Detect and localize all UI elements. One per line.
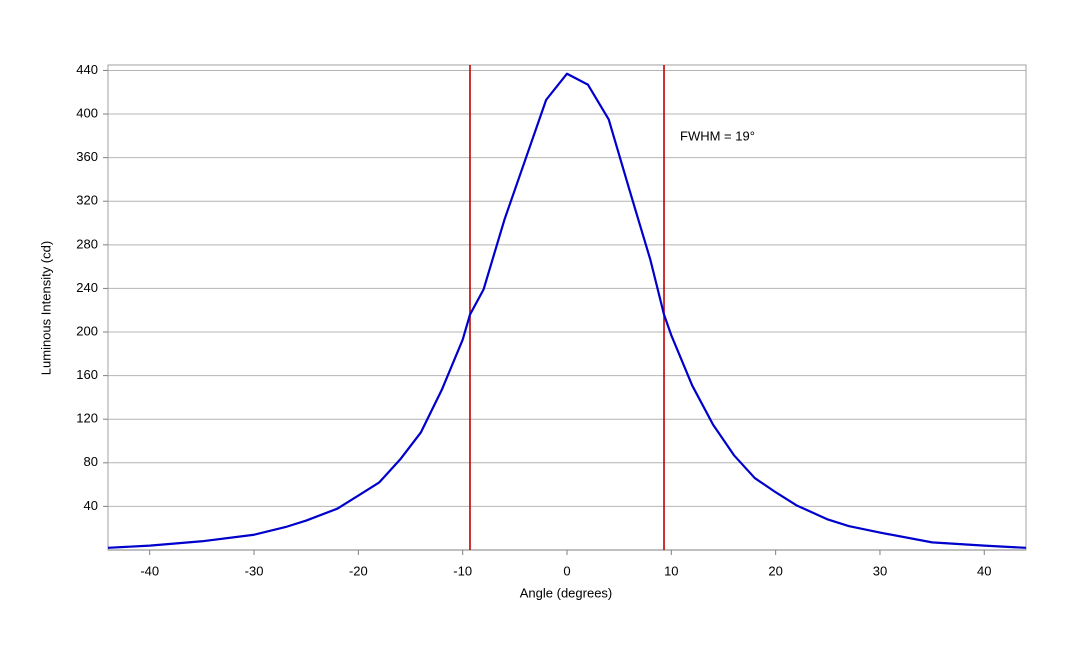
y-tick-label: 440 (76, 62, 98, 77)
x-tick-label: -10 (453, 563, 472, 578)
y-tick-label: 240 (76, 280, 98, 295)
x-axis-label: Angle (degrees) (520, 585, 613, 600)
x-tick-label: 20 (768, 563, 782, 578)
y-axis-label: Luminous Intensity (cd) (38, 241, 53, 375)
y-tick-label: 80 (84, 454, 98, 469)
plot-area (107, 64, 1027, 551)
y-tick-label: 120 (76, 411, 98, 426)
y-tick-label: 280 (76, 236, 98, 251)
y-tick-label: 200 (76, 323, 98, 338)
y-tick-label: 160 (76, 367, 98, 382)
x-tick-label: 40 (977, 563, 991, 578)
x-tick-label: 10 (664, 563, 678, 578)
data-line (107, 72, 1027, 549)
y-tick-label: 400 (76, 105, 98, 120)
x-tick-label: 30 (873, 563, 887, 578)
annotation: FWHM = 19° (680, 128, 755, 143)
y-tick-label: 360 (76, 149, 98, 164)
x-tick-label: 0 (563, 563, 570, 578)
y-tick-label: 320 (76, 193, 98, 208)
x-tick-label: -30 (245, 563, 264, 578)
x-tick-label: -40 (140, 563, 159, 578)
y-tick-label: 40 (84, 498, 98, 513)
x-tick-label: -20 (349, 563, 368, 578)
